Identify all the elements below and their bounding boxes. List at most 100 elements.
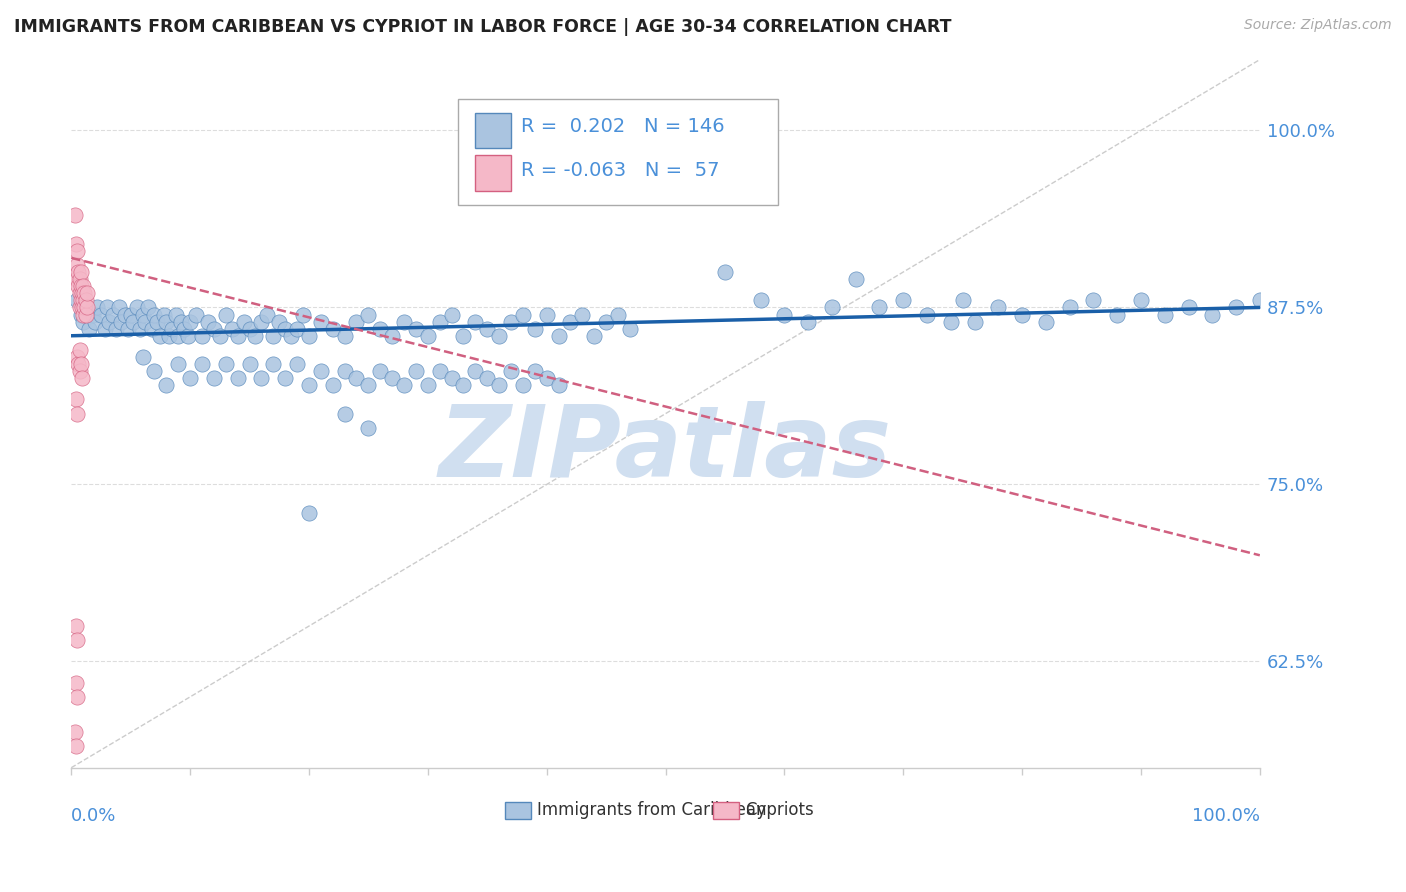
Point <box>821 301 844 315</box>
Point <box>797 315 820 329</box>
Point <box>523 364 546 378</box>
Point <box>309 364 332 378</box>
FancyBboxPatch shape <box>713 802 740 820</box>
Point <box>149 328 172 343</box>
Point <box>547 378 569 392</box>
Point <box>75 293 97 308</box>
Point <box>869 301 891 315</box>
Text: Source: ZipAtlas.com: Source: ZipAtlas.com <box>1244 18 1392 32</box>
Text: R = -0.063   N =  57: R = -0.063 N = 57 <box>520 161 718 180</box>
Point <box>167 328 190 343</box>
Point <box>215 357 238 371</box>
Point <box>167 357 190 371</box>
Point <box>66 407 89 421</box>
Point <box>72 308 94 322</box>
FancyBboxPatch shape <box>457 98 779 205</box>
Point <box>63 208 86 222</box>
Point <box>269 315 291 329</box>
Point <box>202 321 225 335</box>
Point <box>69 293 91 308</box>
Point <box>202 371 225 385</box>
Point <box>381 328 404 343</box>
Point <box>440 308 463 322</box>
Point <box>357 308 380 322</box>
Point <box>177 328 200 343</box>
Point <box>98 315 121 329</box>
Point <box>84 315 107 329</box>
Point <box>73 286 96 301</box>
Point <box>70 371 93 385</box>
Point <box>72 315 94 329</box>
Point <box>69 357 91 371</box>
Point <box>298 378 321 392</box>
Point <box>238 321 260 335</box>
Point <box>191 357 214 371</box>
Point <box>523 321 546 335</box>
Point <box>120 308 142 322</box>
Point <box>392 315 415 329</box>
Point <box>262 357 284 371</box>
Point <box>146 315 169 329</box>
Point <box>1107 308 1129 322</box>
Point <box>143 308 166 322</box>
Point <box>72 293 94 308</box>
Point <box>1249 293 1271 308</box>
Point <box>280 328 302 343</box>
Point <box>298 506 321 520</box>
Point <box>298 328 321 343</box>
Point <box>274 321 297 335</box>
Point <box>440 371 463 385</box>
Point <box>891 293 914 308</box>
Point <box>1201 308 1223 322</box>
Point <box>63 725 86 739</box>
Point <box>488 378 510 392</box>
Point <box>987 301 1010 315</box>
Point <box>155 315 177 329</box>
Point <box>250 371 273 385</box>
Text: 100.0%: 100.0% <box>1192 806 1260 824</box>
Point <box>292 308 315 322</box>
Point <box>72 279 94 293</box>
Point <box>141 321 163 335</box>
Point <box>583 328 606 343</box>
Point <box>1059 301 1081 315</box>
Point <box>77 321 100 335</box>
Point <box>101 308 124 322</box>
Point <box>138 301 160 315</box>
Point <box>69 308 91 322</box>
Point <box>477 321 499 335</box>
FancyBboxPatch shape <box>475 155 510 191</box>
Point <box>346 315 368 329</box>
Point <box>333 364 356 378</box>
Point <box>226 328 249 343</box>
Point <box>1011 308 1033 322</box>
Point <box>274 371 297 385</box>
Point <box>105 321 128 335</box>
Point <box>134 315 156 329</box>
Point <box>392 378 415 392</box>
Point <box>69 364 91 378</box>
Point <box>285 357 308 371</box>
Point <box>66 244 89 258</box>
Point <box>76 286 98 301</box>
Point <box>238 357 260 371</box>
Point <box>1129 293 1152 308</box>
Point <box>191 328 214 343</box>
Point <box>70 286 93 301</box>
Point <box>1083 293 1105 308</box>
Point <box>66 258 89 272</box>
Point <box>221 321 243 335</box>
Point <box>346 371 368 385</box>
Point <box>117 321 139 335</box>
Point <box>499 364 522 378</box>
Point <box>66 350 89 364</box>
Point <box>357 378 380 392</box>
Point <box>66 633 89 648</box>
Point <box>66 690 89 704</box>
Point <box>749 293 772 308</box>
Point <box>73 301 96 315</box>
Point <box>110 315 132 329</box>
Point <box>162 321 184 335</box>
Point <box>607 308 630 322</box>
FancyBboxPatch shape <box>505 802 531 820</box>
